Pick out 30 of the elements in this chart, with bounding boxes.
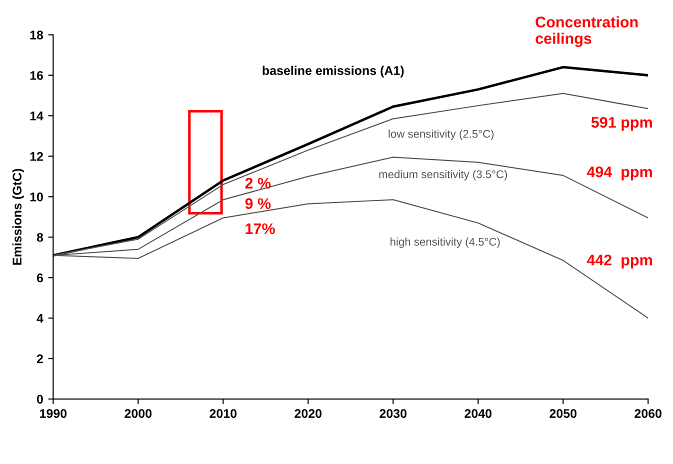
annotation: 9 % bbox=[245, 198, 271, 209]
y-tick-label: 14 bbox=[30, 112, 44, 120]
y-tick-label: 10 bbox=[30, 192, 43, 202]
x-tick-label: 2030 bbox=[380, 409, 407, 418]
y-tick-label: 8 bbox=[36, 232, 44, 242]
x-tick-label: 2040 bbox=[464, 409, 492, 418]
text: baseline emissions (A1) bbox=[262, 66, 404, 78]
x-tick-label: 2000 bbox=[124, 409, 152, 418]
series-label: high sensitivity (4.5°C) bbox=[390, 238, 500, 248]
series-label: medium sensitivity (3.5°C) bbox=[379, 170, 508, 180]
x-tick-label: 2050 bbox=[550, 409, 576, 418]
x-tick-label: 2020 bbox=[294, 409, 322, 418]
y-tick-label: 2 bbox=[36, 354, 43, 364]
x-tick-label: 2060 bbox=[634, 409, 662, 418]
y-tick-label: 12 bbox=[30, 152, 43, 161]
annotation: Concentration ceilings bbox=[536, 16, 638, 48]
y-tick-label: 4 bbox=[36, 314, 44, 323]
y-tick-label: 18 bbox=[30, 30, 44, 40]
y-axis-title: Emissions (GtC) bbox=[12, 168, 24, 265]
annotation: 2 % bbox=[245, 178, 271, 189]
x-tick-label: 2010 bbox=[210, 409, 237, 418]
y-tick-label: 0 bbox=[36, 394, 43, 404]
annotation: 442 ppm bbox=[586, 254, 652, 268]
annotation: 591 ppm bbox=[591, 116, 652, 131]
annotation: 494 ppm bbox=[586, 166, 652, 180]
annotation: 17% bbox=[246, 223, 275, 234]
y-tick-label: 16 bbox=[30, 71, 43, 80]
series-label: low sensitivity (2.5°C) bbox=[388, 130, 494, 140]
y-tick-label: 6 bbox=[36, 273, 43, 282]
x-tick-label: 1990 bbox=[40, 409, 67, 418]
